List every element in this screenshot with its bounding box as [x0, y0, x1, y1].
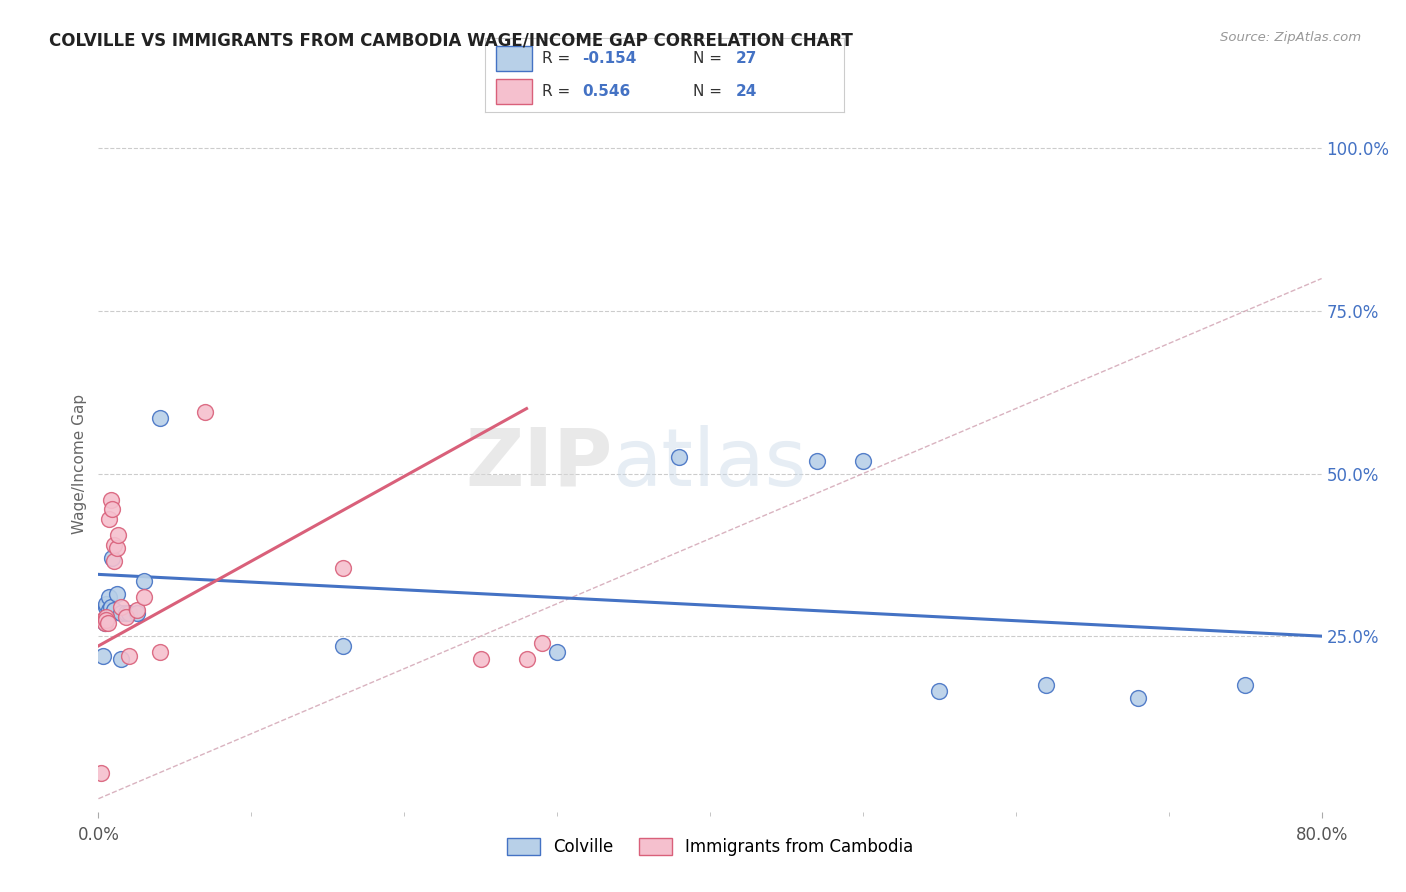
Point	[115, 607, 138, 621]
Point	[852, 453, 875, 467]
Legend: Colville, Immigrants from Cambodia: Colville, Immigrants from Cambodia	[501, 831, 920, 863]
Text: ZIP: ZIP	[465, 425, 612, 503]
Text: R =: R =	[543, 84, 575, 99]
Point	[149, 411, 172, 425]
Point	[103, 603, 125, 617]
Text: 27: 27	[737, 51, 758, 66]
Point	[100, 599, 122, 614]
Point	[1128, 690, 1150, 705]
Text: -0.154: -0.154	[582, 51, 637, 66]
Point	[194, 405, 217, 419]
Point	[94, 613, 117, 627]
Point	[103, 554, 125, 568]
Point	[101, 502, 124, 516]
Point	[125, 607, 148, 621]
Point	[332, 561, 354, 575]
Y-axis label: Wage/Income Gap: Wage/Income Gap	[72, 393, 87, 534]
Point	[118, 607, 141, 621]
Point	[97, 616, 120, 631]
Point	[100, 492, 122, 507]
Point	[668, 450, 690, 465]
Point	[94, 599, 117, 614]
Text: COLVILLE VS IMMIGRANTS FROM CAMBODIA WAGE/INCOME GAP CORRELATION CHART: COLVILLE VS IMMIGRANTS FROM CAMBODIA WAG…	[49, 31, 853, 49]
Text: Source: ZipAtlas.com: Source: ZipAtlas.com	[1220, 31, 1361, 45]
Point	[98, 512, 121, 526]
Point	[107, 528, 129, 542]
Text: 0.546: 0.546	[582, 84, 630, 99]
Point	[118, 648, 141, 663]
Point	[97, 609, 120, 624]
Text: R =: R =	[543, 51, 575, 66]
Point	[1234, 678, 1257, 692]
Point	[470, 652, 492, 666]
Point	[105, 541, 128, 556]
Point	[530, 635, 553, 649]
Point	[928, 684, 950, 698]
Text: N =: N =	[693, 84, 727, 99]
FancyBboxPatch shape	[496, 45, 531, 70]
Point	[103, 538, 125, 552]
Point	[332, 639, 354, 653]
Text: N =: N =	[693, 51, 727, 66]
Point	[110, 607, 132, 621]
Point	[516, 652, 538, 666]
Point	[93, 616, 115, 631]
Point	[806, 453, 828, 467]
Point	[546, 645, 568, 659]
Point	[149, 645, 172, 659]
Text: 24: 24	[737, 84, 758, 99]
Point	[105, 587, 128, 601]
Point	[1035, 678, 1057, 692]
Point	[134, 590, 156, 604]
Point	[90, 765, 112, 780]
Point	[91, 648, 114, 663]
Point	[94, 597, 117, 611]
Point	[115, 609, 138, 624]
Point	[94, 609, 117, 624]
Point	[125, 603, 148, 617]
Point	[98, 590, 121, 604]
Point	[101, 551, 124, 566]
Point	[134, 574, 156, 588]
Point	[91, 613, 114, 627]
Point	[98, 603, 121, 617]
FancyBboxPatch shape	[496, 79, 531, 104]
Point	[110, 599, 132, 614]
Point	[110, 652, 132, 666]
Text: atlas: atlas	[612, 425, 807, 503]
Point	[93, 616, 115, 631]
